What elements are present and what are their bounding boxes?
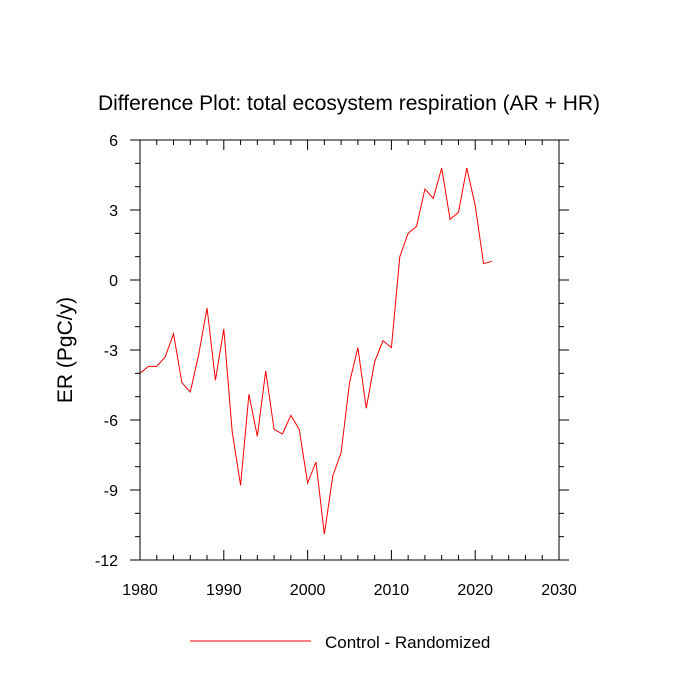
x-tick-label: 1990	[206, 582, 242, 599]
y-tick-label: -6	[104, 413, 118, 430]
axis-ticks	[130, 139, 569, 561]
y-tick-label: -12	[95, 553, 118, 570]
y-axis-title: ER (PgC/y)	[54, 297, 77, 403]
x-tick-label: 2030	[541, 582, 577, 599]
y-tick-label: 0	[109, 273, 118, 290]
x-tick-label: 2000	[290, 582, 326, 599]
y-tick-label: -3	[104, 343, 118, 360]
y-axis-title-group: ER (PgC/y)	[54, 297, 77, 403]
legend-label: Control - Randomized	[325, 633, 490, 652]
x-tick-label: 2020	[457, 582, 493, 599]
chart-title: Difference Plot: total ecosystem respira…	[98, 92, 600, 115]
series-layer	[139, 167, 493, 535]
x-tick-label: 2010	[374, 582, 410, 599]
plot-frame	[139, 139, 560, 561]
y-tick-label: 3	[109, 203, 118, 220]
x-tick-label: 1980	[122, 582, 158, 599]
legend: Control - Randomized	[190, 633, 490, 652]
series-line	[139, 167, 493, 535]
y-tick-label: 6	[109, 133, 118, 150]
y-tick-label: -9	[104, 483, 118, 500]
axis-tick-labels: 1980 1990 2000 2010 2020 2030 -12 -9 -6 -3 0 3 6	[95, 133, 577, 599]
